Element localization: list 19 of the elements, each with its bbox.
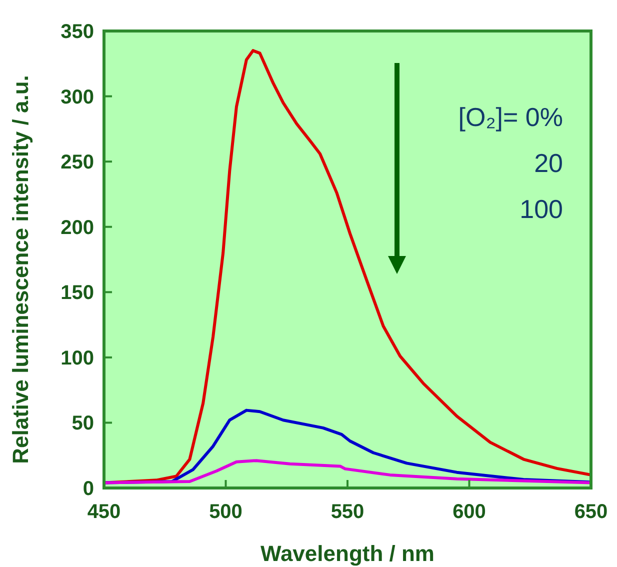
annotation: 20	[534, 148, 563, 178]
x-tick-label: 600	[452, 501, 486, 523]
y-tick-label: 300	[60, 86, 94, 108]
y-tick-label: 350	[60, 21, 94, 43]
y-tick-label: 0	[82, 478, 94, 500]
y-tick-label: 100	[60, 347, 94, 370]
x-tick-label: 650	[574, 501, 608, 523]
y-tick-label: 50	[72, 412, 94, 435]
y-tick-label: 250	[60, 152, 94, 174]
x-tick-label: 550	[330, 501, 364, 523]
line-series	[104, 459, 591, 484]
y-tick-label: 200	[60, 216, 94, 239]
y-tick-label: 150	[60, 282, 94, 304]
x-tick-label: 450	[87, 501, 121, 523]
y-axis-title: Relative luminescence intensity / a.u.	[8, 75, 33, 464]
x-axis-title: Wavelength / nm	[260, 541, 434, 566]
annotation: [O₂]= 0%	[458, 102, 563, 132]
x-tick-label: 500	[209, 501, 242, 523]
annotation: 100	[520, 194, 563, 224]
